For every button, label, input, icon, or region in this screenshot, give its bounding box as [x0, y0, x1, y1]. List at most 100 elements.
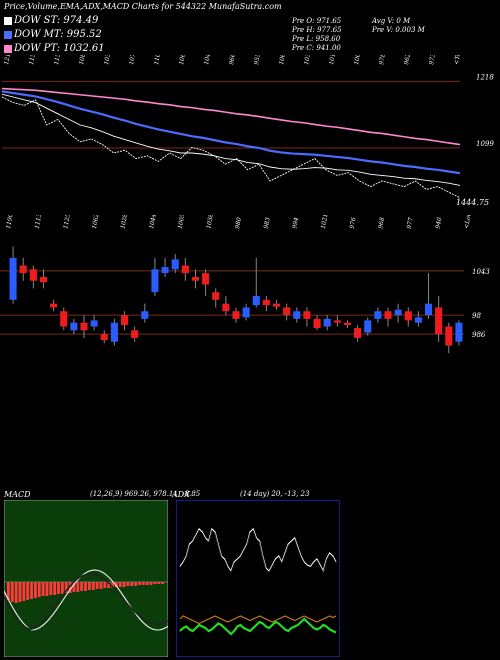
avg-volume: Avg V: 0 M	[372, 17, 411, 25]
ohlc-close: Pre C: 941.00	[292, 44, 341, 52]
candle-body	[354, 328, 362, 338]
low-label: 976	[349, 217, 358, 230]
macd-hist-bar	[111, 582, 114, 588]
macd-hist-bar	[60, 582, 64, 594]
ohlc-high: Pre H: 977.65	[292, 26, 342, 34]
top-label: 1064	[178, 55, 188, 65]
macd-hist-bar	[57, 582, 60, 594]
price-level-label: 1099	[476, 140, 494, 148]
legend-swatch-pt	[4, 45, 12, 53]
candle-body	[19, 265, 27, 274]
candle-body	[110, 322, 118, 342]
low-label: 940	[434, 217, 443, 230]
low-label: 968	[377, 217, 386, 230]
candle-body	[202, 273, 210, 285]
top-label: 1150	[53, 55, 63, 65]
ema-series-ema_long	[1, 87, 461, 146]
macd-hist-bar	[87, 582, 91, 590]
macd-hist-bar	[72, 582, 76, 592]
candle-body	[161, 267, 169, 274]
candle-body	[364, 320, 372, 333]
macd-hist-bar	[49, 582, 53, 595]
adx-series-outline	[179, 529, 337, 573]
top-label: 1083	[78, 55, 88, 65]
candle-body	[374, 311, 382, 319]
macd-hist-bar	[153, 582, 157, 584]
ema-panel: 1219 1153 1150 1083 1036 1074 1105 1064 1040 966 9…	[1, 55, 494, 207]
candle-body	[151, 269, 159, 293]
low-label: 1113	[34, 215, 44, 229]
candle-body	[303, 311, 311, 319]
macd-hist-bar	[107, 582, 111, 588]
candle-body	[181, 265, 189, 274]
macd-signal-line	[4, 573, 168, 631]
macd-hist-bar	[91, 582, 95, 590]
legend-mt: DOW MT: 995.52	[14, 29, 102, 40]
ema-series-ema_short	[1, 93, 461, 186]
candle-body	[39, 276, 48, 283]
macd-hist-bar	[80, 582, 84, 591]
macd-hist-bar	[10, 582, 14, 602]
macd-hist-bar	[118, 582, 122, 587]
macd-panel	[4, 500, 168, 657]
top-label: 978	[378, 55, 387, 65]
last-price-label: 1444.75	[456, 198, 489, 207]
macd-hist-bar	[68, 582, 72, 593]
candle-body	[252, 296, 260, 306]
candle-body	[141, 311, 149, 319]
candle-body	[414, 317, 422, 323]
price-level-label: 98	[472, 312, 481, 320]
top-label: 1001	[353, 55, 363, 65]
candle-body	[222, 303, 230, 312]
candle-body	[343, 322, 352, 325]
low-label: 1021	[320, 215, 330, 229]
top-label: 1012	[328, 55, 338, 65]
macd-hist-bar	[53, 582, 57, 595]
low-label: 1005	[177, 215, 187, 229]
macd-hist-bar	[134, 582, 138, 586]
low-label: 1028	[120, 215, 130, 229]
legend-swatch-mt	[4, 31, 12, 39]
adx-series-plus_di	[179, 617, 337, 636]
macd-hist-bar	[149, 582, 153, 585]
top-label: 1074	[128, 55, 138, 65]
macd-hist-bar	[122, 582, 126, 587]
candle-body	[455, 322, 463, 342]
ohlc-low: Pre L: 958.60	[292, 35, 341, 43]
low-label: 1190	[5, 215, 15, 229]
macd-hist-bar	[161, 582, 164, 584]
candle-body	[313, 318, 321, 329]
candle-body	[323, 318, 331, 327]
candle-body	[191, 276, 200, 281]
adx-background	[176, 500, 340, 657]
chart-title: Price,Volume,EMA,ADX,MACD Charts for 544…	[4, 2, 282, 11]
macd-hist-bar	[138, 582, 141, 585]
ema-series-price	[1, 96, 461, 199]
low-label: 980	[234, 217, 243, 230]
macd-hist-bar	[18, 582, 22, 602]
macd-hist-bar	[41, 582, 45, 596]
macd-hist-bar	[95, 582, 99, 589]
candle-body	[384, 311, 392, 319]
macd-hist-bar	[30, 582, 33, 599]
low-label: 1062	[91, 215, 101, 229]
top-label: 1031	[303, 55, 313, 65]
candle-body	[212, 292, 220, 300]
macd-hist-bar	[22, 582, 26, 601]
adx-series-adx	[179, 527, 337, 573]
macd-hist-bar	[7, 582, 10, 600]
legend-st: DOW ST: 974.49	[14, 15, 99, 26]
ema-series-ema_mid	[1, 90, 461, 175]
candle-body	[100, 334, 108, 341]
candle-body	[70, 322, 78, 331]
candle-body	[272, 303, 281, 307]
low-label: 1125	[62, 215, 72, 229]
low-label: 1044	[148, 215, 158, 229]
macd-hist-bar	[33, 582, 37, 598]
top-label: 966	[228, 55, 237, 65]
macd-hist-bar	[130, 582, 134, 586]
macd-hist-bar	[64, 582, 68, 593]
ohlc-open: Pre O: 971.65	[292, 17, 342, 25]
top-label: 1153	[28, 55, 38, 65]
candle-body	[394, 309, 402, 316]
